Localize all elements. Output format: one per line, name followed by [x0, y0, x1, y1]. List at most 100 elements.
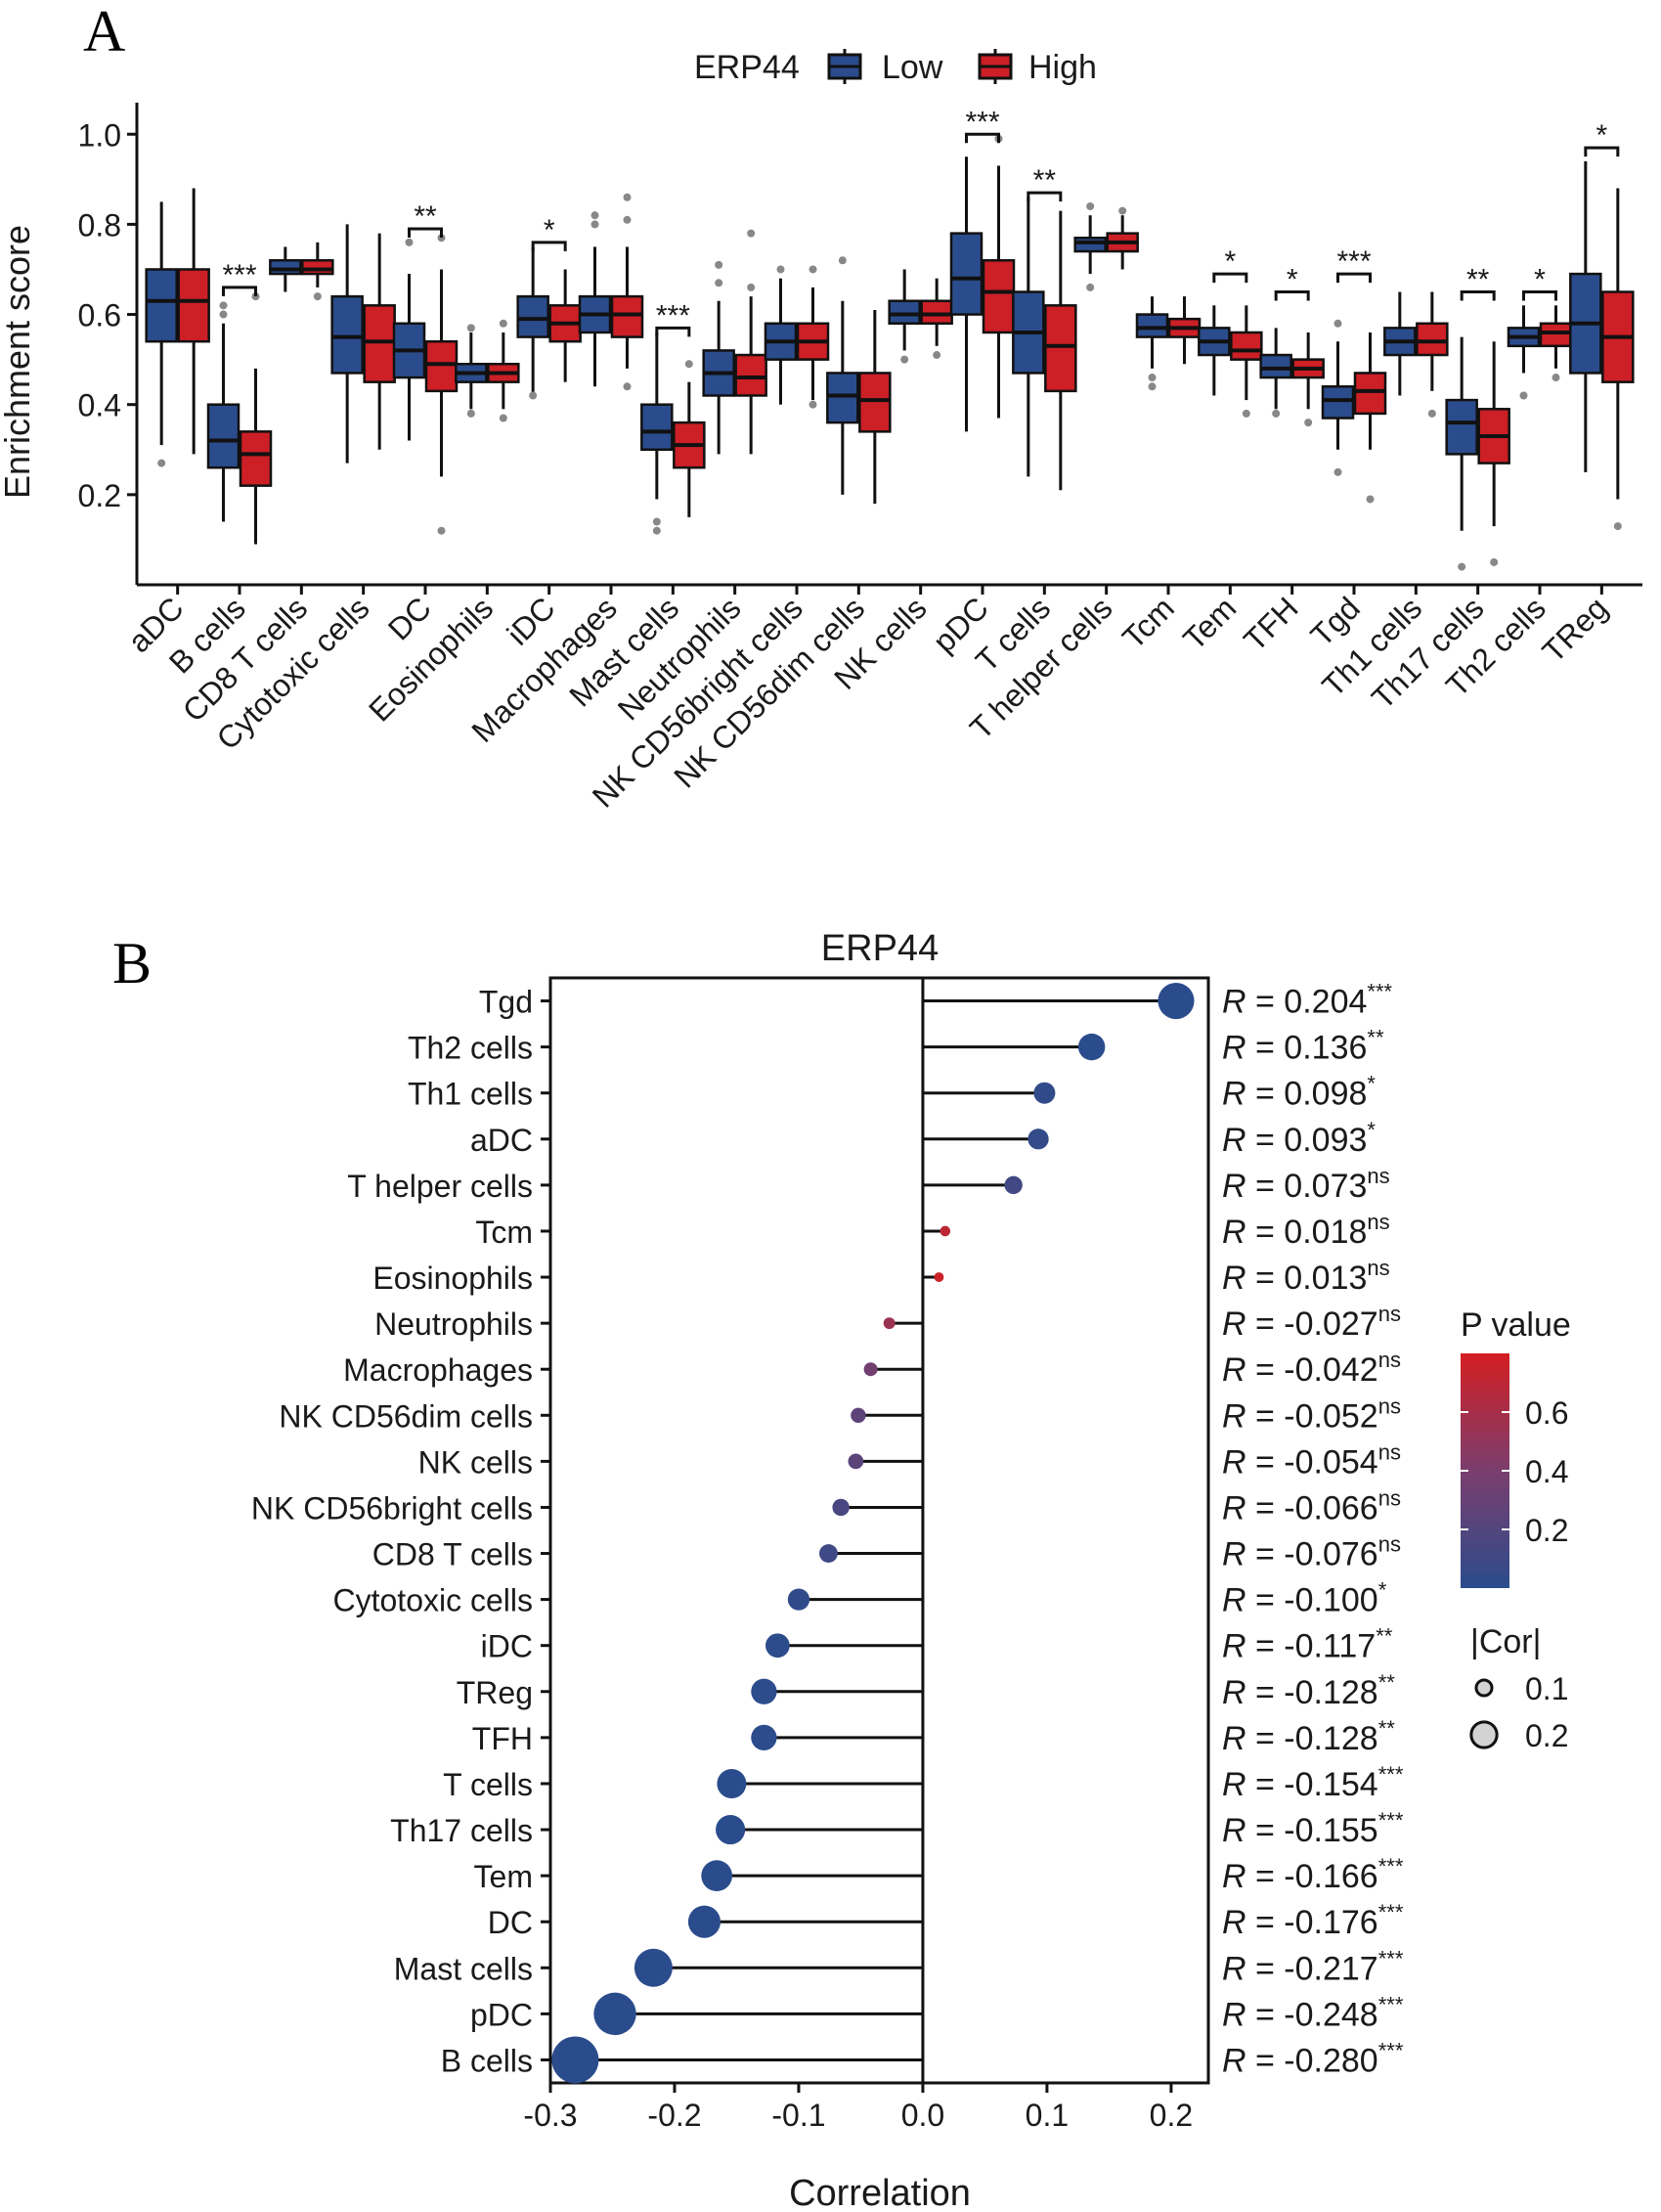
- box-tgd-low: [1321, 319, 1355, 476]
- lollipop-th2-cells: Th2 cells R = 0.136**: [408, 1026, 1384, 1067]
- lollipop-dot: [787, 1588, 810, 1611]
- outlier-point: [499, 319, 507, 328]
- significance-stars: ***: [656, 299, 690, 332]
- box-cd8-t-cells-low: [269, 246, 302, 292]
- outlier-point: [1458, 562, 1466, 571]
- box-body: [982, 259, 1016, 334]
- box-treg-high: [1601, 188, 1635, 531]
- box-tgd-high: [1353, 332, 1387, 504]
- outlier-point: [529, 391, 538, 400]
- box-body: [177, 268, 210, 343]
- lollipop-eosinophils: Eosinophils R = 0.013ns: [372, 1256, 1389, 1297]
- box-body: [888, 299, 921, 326]
- box-th2-cells-high: [1539, 305, 1573, 382]
- size-legend-label: 0.2: [1525, 1718, 1568, 1753]
- significance-stars: *: [544, 214, 555, 246]
- outlier-point: [466, 409, 475, 418]
- box-eosinophils-high: [487, 319, 520, 422]
- outlier-point: [1552, 374, 1560, 382]
- significance-stars: **: [1466, 264, 1490, 296]
- box-cytotoxic-cells-low: [330, 224, 364, 464]
- outlier-point: [623, 215, 632, 224]
- lollipop-dot: [1027, 1128, 1049, 1150]
- y-tick-label: Macrophages: [343, 1352, 533, 1388]
- box-nk-cells-high: [920, 278, 953, 360]
- box-body: [206, 403, 240, 469]
- box-idc-low: [516, 246, 549, 400]
- r-annotation: R = -0.054ns: [1222, 1439, 1401, 1481]
- lollipop-dot: [1158, 982, 1195, 1020]
- box-body: [1353, 372, 1387, 416]
- outlier-point: [684, 360, 693, 369]
- lollipop-dot: [751, 1724, 777, 1751]
- lollipop-dot: [701, 1860, 733, 1891]
- box-cd8-t-cells-high: [301, 242, 334, 301]
- outlier-point: [809, 265, 817, 274]
- lollipop-dot: [1077, 1033, 1106, 1061]
- lollipop-th1-cells: Th1 cells R = 0.098*: [408, 1072, 1376, 1113]
- significance-b-cells: ***: [222, 259, 257, 296]
- significance-treg: *: [1584, 119, 1620, 157]
- box-tem-high: [1230, 305, 1263, 418]
- pvalue-ticks: 0.2 0.4 0.6: [1461, 1395, 1568, 1548]
- legend-a-high-label: High: [1028, 49, 1097, 86]
- size-legend-circle: [1469, 1720, 1499, 1749]
- r-annotation: R = 0.204***: [1222, 980, 1393, 1021]
- outlier-point: [809, 400, 817, 409]
- lollipop-dot: [934, 1272, 944, 1282]
- significance-t-cells: **: [1027, 164, 1063, 202]
- box-body: [1135, 313, 1169, 338]
- outlier-point: [933, 351, 941, 360]
- legend-a-low-key: [827, 49, 862, 84]
- box-body: [330, 294, 364, 375]
- outlier-point: [1519, 391, 1528, 400]
- significance-stars: ***: [222, 259, 256, 291]
- significance-stars: *: [1224, 245, 1236, 278]
- panel-b-xlabel: Correlation: [789, 2173, 971, 2212]
- y-tick-label: pDC: [470, 1997, 533, 2032]
- outlier-point: [405, 238, 414, 246]
- outlier-point: [499, 414, 507, 422]
- significance-bracket: [1522, 290, 1557, 301]
- panel-b-x-tick-label: 0.2: [1150, 2098, 1193, 2133]
- box-t-cells-low: [1012, 197, 1045, 477]
- outlier-point: [590, 220, 599, 229]
- y-tick-label: Th17 cells: [390, 1813, 533, 1848]
- lollipop-macrophages: Macrophages R = -0.042ns: [343, 1348, 1401, 1389]
- box-nk-cd56dim-cells-low: [826, 256, 859, 495]
- outlier-point: [652, 526, 661, 535]
- outlier-point: [1118, 206, 1127, 215]
- panel-b-label: B: [112, 931, 152, 995]
- outlier-point: [1333, 319, 1342, 328]
- box-body: [363, 304, 396, 383]
- significance-bracket: [965, 132, 1000, 144]
- box-tcm-high: [1167, 296, 1202, 365]
- lollipop-t-cells: T cells R = -0.154***: [443, 1762, 1404, 1803]
- lollipop-dot: [634, 1948, 673, 1987]
- outlier-point: [1333, 467, 1342, 476]
- lollipop-dot: [593, 1992, 636, 2036]
- box-pdc-high: [982, 134, 1016, 419]
- outlier-point: [219, 310, 228, 319]
- lollipop-dot: [819, 1544, 838, 1563]
- outlier-point: [466, 324, 475, 332]
- outlier-point: [1304, 419, 1313, 427]
- y-tick-label: Tcm: [475, 1215, 533, 1250]
- lollipop-t-helper-cells: T helper cells R = 0.073ns: [347, 1164, 1389, 1205]
- lollipop-cd8-t-cells: CD8 T cells R = -0.076ns: [372, 1532, 1401, 1573]
- significance-bracket: [1274, 290, 1310, 301]
- significance-bracket: [408, 227, 443, 239]
- significance-tfh: *: [1274, 264, 1310, 301]
- colorbar-tick-label: 0.4: [1525, 1454, 1568, 1489]
- box-macrophages-high: [610, 193, 644, 391]
- r-annotation: R = -0.027ns: [1222, 1302, 1401, 1343]
- r-annotation: R = -0.166***: [1222, 1854, 1404, 1895]
- lollipop-dot: [551, 2036, 599, 2084]
- lollipop-cytotoxic-cells: Cytotoxic cells R = -0.100*: [333, 1578, 1387, 1619]
- outlier-point: [623, 193, 632, 201]
- y-tick-label: Tgd: [479, 985, 533, 1020]
- r-annotation: R = -0.176***: [1222, 1900, 1404, 1941]
- significance-stars: ***: [1336, 245, 1371, 278]
- box-tfh-high: [1291, 332, 1325, 427]
- box-neutrophils-high: [734, 229, 767, 455]
